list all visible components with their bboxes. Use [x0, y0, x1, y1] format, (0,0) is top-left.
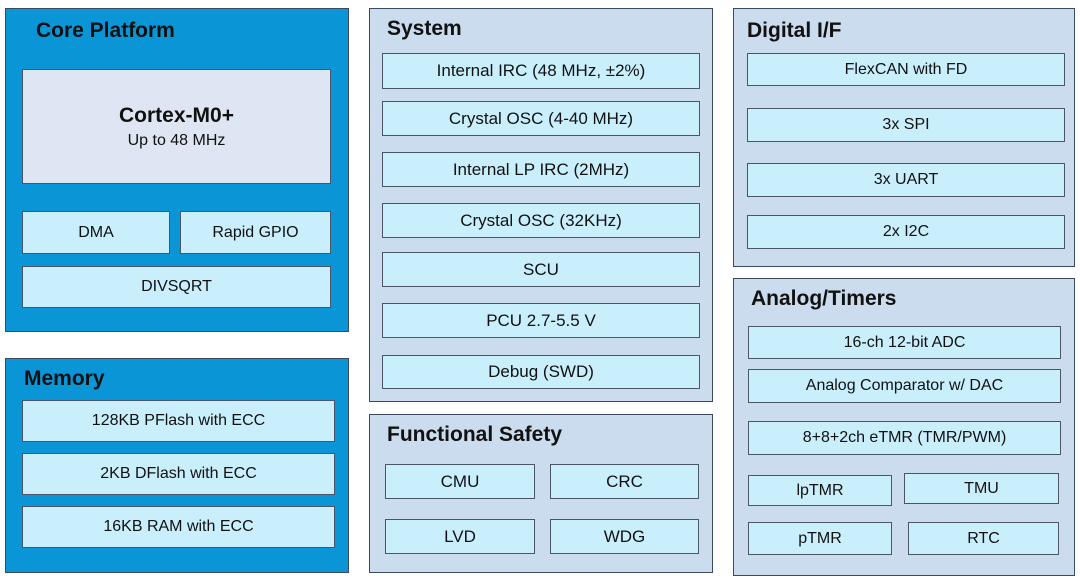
lptmr-block: lpTMR: [748, 475, 892, 506]
system-title: System: [387, 17, 462, 40]
system-panel: System Internal IRC (48 MHz, ±2%) Crysta…: [369, 8, 713, 402]
etmr-block: 8+8+2ch eTMR (TMR/PWM): [748, 421, 1061, 455]
cmu-block: CMU: [385, 464, 535, 499]
system-item: Internal LP IRC (2MHz): [382, 152, 700, 187]
core-platform-panel: Core Platform Cortex-M0+ Up to 48 MHz DM…: [5, 8, 349, 332]
lvd-block: LVD: [385, 519, 535, 554]
system-item: Debug (SWD): [382, 355, 700, 389]
crc-block: CRC: [550, 464, 699, 499]
dma-block: DMA: [22, 211, 170, 254]
adc-block: 16-ch 12-bit ADC: [748, 326, 1061, 359]
tmu-block: TMU: [904, 473, 1059, 504]
memory-item: 2KB DFlash with ECC: [22, 453, 335, 495]
cpu-name: Cortex-M0+: [119, 103, 234, 127]
functional-safety-title: Functional Safety: [387, 423, 563, 446]
memory-panel: Memory 128KB PFlash with ECC 2KB DFlash …: [5, 358, 349, 573]
cortex-m0-block: Cortex-M0+ Up to 48 MHz: [22, 69, 331, 184]
system-item: PCU 2.7-5.5 V: [382, 303, 700, 338]
digital-if-item: 3x UART: [747, 163, 1065, 197]
system-item: SCU: [382, 252, 700, 287]
digital-if-panel: Digital I/F FlexCAN with FD 3x SPI 3x UA…: [733, 8, 1075, 267]
memory-item: 128KB PFlash with ECC: [22, 400, 335, 442]
digital-if-item: FlexCAN with FD: [747, 53, 1065, 86]
functional-safety-panel: Functional Safety CMU CRC LVD WDG: [369, 414, 713, 573]
system-item: Internal IRC (48 MHz, ±2%): [382, 53, 700, 89]
memory-item: 16KB RAM with ECC: [22, 506, 335, 548]
cpu-frequency: Up to 48 MHz: [127, 131, 226, 149]
analog-timers-panel: Analog/Timers 16-ch 12-bit ADC Analog Co…: [733, 278, 1075, 576]
rtc-block: RTC: [908, 522, 1059, 555]
rapid-gpio-block: Rapid GPIO: [180, 211, 331, 254]
system-item: Crystal OSC (32KHz): [382, 203, 700, 238]
digital-if-title: Digital I/F: [747, 19, 842, 42]
analog-timers-title: Analog/Timers: [751, 287, 897, 310]
divsqrt-block: DIVSQRT: [22, 266, 331, 308]
digital-if-item: 2x I2C: [747, 215, 1065, 249]
ptmr-block: pTMR: [748, 522, 892, 555]
digital-if-item: 3x SPI: [747, 108, 1065, 142]
system-item: Crystal OSC (4-40 MHz): [382, 101, 700, 136]
analog-comparator-block: Analog Comparator w/ DAC: [748, 369, 1061, 403]
memory-title: Memory: [24, 367, 105, 390]
core-platform-title: Core Platform: [36, 19, 175, 42]
wdg-block: WDG: [550, 519, 699, 554]
